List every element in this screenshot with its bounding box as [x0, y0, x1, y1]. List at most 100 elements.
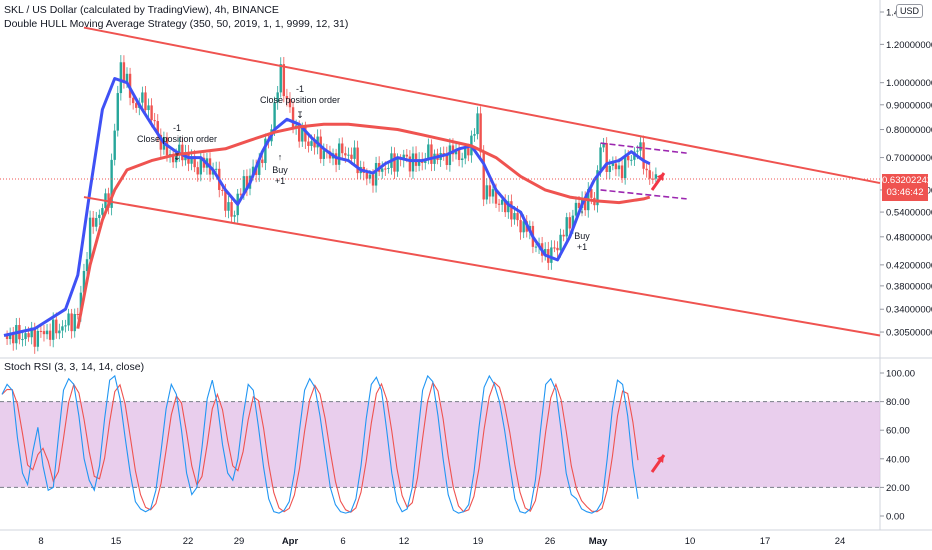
time-tick-label: 6: [340, 536, 345, 547]
candle-body: [135, 103, 138, 108]
candle-body: [233, 215, 236, 217]
candle-body: [224, 190, 227, 211]
candle-body: [562, 234, 565, 237]
candle-body: [30, 327, 33, 338]
time-tick-label: Apr: [282, 536, 299, 547]
price-tick-label: 0.42000000: [886, 260, 932, 271]
candle-body: [442, 153, 445, 155]
candle-body: [337, 143, 341, 165]
candle-body: [427, 144, 430, 160]
candle-body: [476, 113, 479, 135]
candle-body: [95, 218, 98, 227]
currency-badge[interactable]: USD: [896, 4, 924, 18]
candle-body: [8, 333, 12, 340]
stoch-d-line: [1, 381, 639, 513]
candle-body: [630, 159, 633, 161]
candle-body: [497, 203, 501, 205]
last-price-value: 0.63202242: [882, 175, 932, 186]
candle-body: [654, 174, 658, 179]
candle-body: [596, 170, 599, 206]
candle-body: [307, 141, 310, 146]
price-tick-label: 0.34000000: [886, 305, 932, 316]
candle-body: [79, 292, 83, 315]
candle-body: [282, 64, 286, 97]
candle-body: [365, 172, 369, 179]
candle-body: [559, 234, 562, 251]
time-tick-label: 24: [835, 536, 846, 547]
candle-body: [374, 163, 378, 186]
candle-body: [70, 313, 73, 332]
candle-body: [258, 159, 261, 175]
candle-body: [116, 93, 119, 131]
candle-body: [52, 319, 55, 340]
close-order-marker: ↧: [296, 110, 304, 120]
candle-body: [24, 333, 27, 340]
time-tick-label: May: [589, 536, 608, 547]
candle-body: [617, 165, 621, 170]
candle-body: [221, 189, 224, 191]
candle-body: [291, 107, 295, 128]
candle-body: [230, 202, 233, 217]
candle-body: [417, 159, 421, 166]
flag-upper-line: [600, 142, 687, 154]
candle-body: [273, 102, 276, 130]
candle-body: [178, 144, 181, 155]
candle-body: [599, 147, 602, 171]
time-tick-label: 15: [111, 536, 122, 547]
candle-body: [301, 126, 304, 142]
candle-body: [534, 246, 538, 248]
candle-body: [550, 247, 553, 263]
candle-body: [384, 168, 387, 170]
candle-body: [488, 185, 492, 197]
candle-body: [467, 148, 470, 156]
candle-body: [513, 213, 516, 220]
candle-body: [199, 157, 202, 175]
candle-body: [91, 217, 95, 227]
candle-body: [460, 158, 464, 160]
candle-body: [639, 142, 642, 151]
candle-body: [522, 221, 525, 233]
stoch-k-line: [1, 374, 639, 514]
candle-body: [242, 176, 246, 195]
time-tick-label: 29: [234, 536, 245, 547]
candle-body: [39, 330, 43, 332]
candle-body: [76, 314, 79, 316]
candle-body: [371, 174, 375, 186]
candle-body: [101, 208, 104, 215]
candle-body: [131, 97, 135, 104]
candle-body: [645, 168, 648, 171]
candle-body: [494, 189, 498, 204]
candle-body: [344, 153, 347, 156]
stoch-tick-label: 60.00: [886, 426, 910, 437]
candle-body: [577, 202, 581, 208]
time-tick-label: 17: [760, 536, 771, 547]
hull-fast-line: [3, 77, 651, 337]
candle-body: [387, 167, 390, 169]
candle-body: [82, 271, 86, 293]
candle-body: [21, 339, 24, 341]
candle-body: [608, 165, 611, 172]
candle-body: [507, 201, 510, 213]
price-tick-label: 1.00000000: [886, 78, 932, 89]
candle-body: [276, 92, 279, 103]
candle-body: [408, 156, 412, 172]
candle-body: [304, 126, 307, 142]
candle-body: [193, 156, 196, 168]
candle-body: [159, 134, 163, 150]
candle-body: [5, 335, 9, 340]
candle-body: [313, 141, 316, 148]
candle-body: [519, 220, 522, 233]
time-tick-label: 10: [685, 536, 696, 547]
trend-upper-line: [83, 26, 881, 185]
candle-body: [620, 165, 624, 179]
candle-body: [141, 92, 144, 103]
candle-body: [36, 330, 40, 347]
candle-body: [45, 330, 49, 335]
candle-body: [144, 92, 147, 111]
candle-body: [553, 247, 556, 249]
candle-body: [605, 143, 608, 172]
stoch-up-arrow-head: [656, 455, 664, 463]
candle-body: [239, 193, 242, 195]
close-order-annotation: Close position order: [137, 134, 217, 144]
price-tick-label: 0.80000000: [886, 125, 932, 136]
